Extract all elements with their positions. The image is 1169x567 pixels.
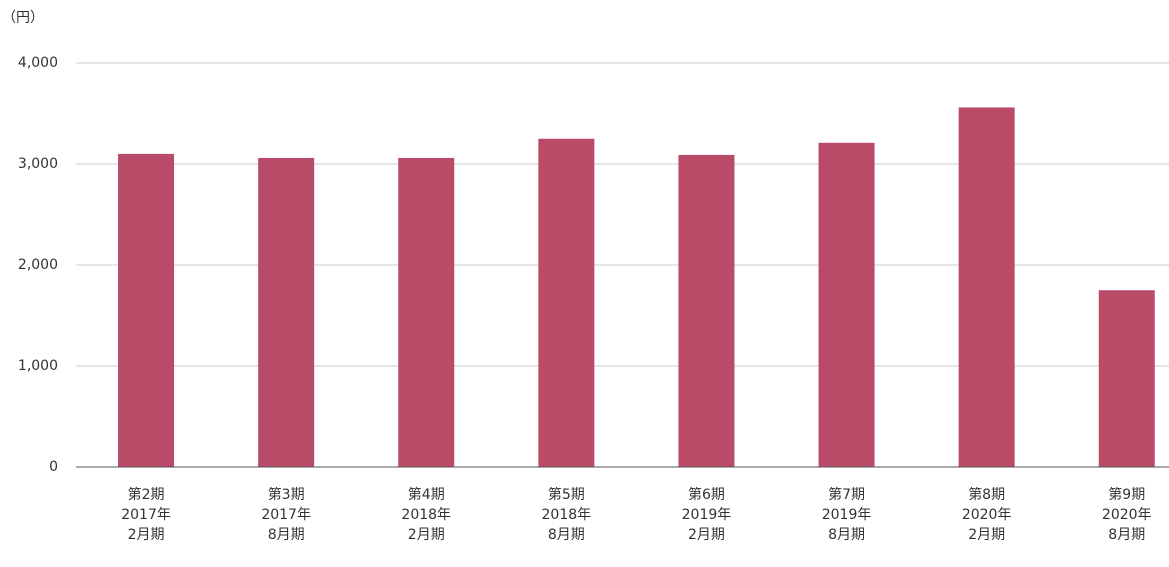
bar — [678, 154, 735, 467]
x-tick-label: 8月期 — [828, 527, 865, 543]
y-tick-label: 0 — [49, 459, 58, 475]
y-axis-unit: （円） — [2, 10, 44, 26]
x-tick-label: 2017年 — [121, 507, 171, 523]
x-tick-label: 2月期 — [408, 527, 445, 543]
bar — [818, 142, 875, 468]
x-tick-label: 2月期 — [968, 527, 1005, 543]
x-tick-label: 第4期 — [408, 486, 445, 503]
x-tick-label: 2017年 — [261, 507, 311, 523]
x-tick-label: 第8期 — [968, 486, 1005, 503]
x-tick-label: 第2期 — [128, 486, 165, 503]
bar — [1098, 290, 1155, 467]
x-tick-label: 2月期 — [128, 527, 165, 543]
y-tick-label: 3,000 — [18, 156, 58, 172]
x-tick-label: 2018年 — [401, 507, 451, 523]
y-tick-label: 1,000 — [18, 358, 58, 374]
x-tick-label: 8月期 — [548, 527, 585, 543]
x-tick-label: 第7期 — [828, 486, 865, 503]
x-tick-label: 2019年 — [682, 507, 732, 523]
x-tick-label: 2018年 — [542, 507, 592, 523]
x-tick-label: 第6期 — [688, 486, 725, 503]
bar — [958, 107, 1015, 467]
x-tick-label: 第3期 — [268, 486, 305, 503]
bar — [398, 157, 455, 467]
bar — [258, 157, 315, 467]
y-tick-label: 2,000 — [18, 257, 58, 273]
x-tick-label: 第9期 — [1108, 486, 1145, 503]
x-tick-label: 第5期 — [548, 486, 585, 503]
x-tick-label: 2020年 — [962, 507, 1012, 523]
y-tick-label: 4,000 — [18, 55, 58, 71]
bar — [118, 153, 175, 467]
x-tick-label: 8月期 — [1108, 527, 1145, 543]
x-tick-label: 2020年 — [1102, 507, 1152, 523]
bar — [538, 138, 595, 467]
x-tick-label: 2月期 — [688, 527, 725, 543]
x-tick-label: 8月期 — [268, 527, 305, 543]
x-tick-label: 2019年 — [822, 507, 872, 523]
